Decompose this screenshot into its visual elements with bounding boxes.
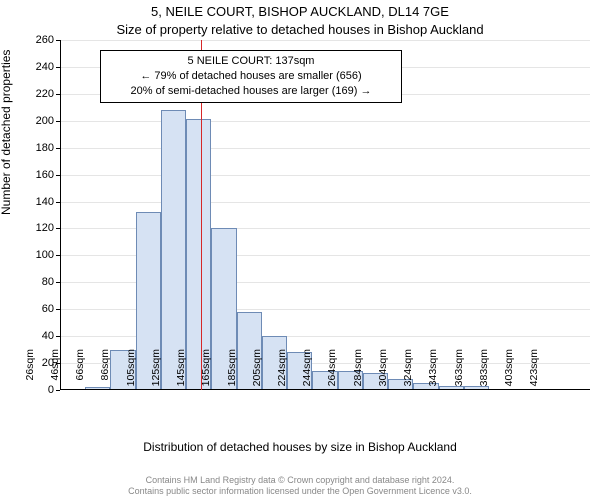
y-tick-label: 100 <box>36 249 54 261</box>
y-tick-label: 40 <box>42 330 54 342</box>
y-tick-label: 240 <box>36 61 54 73</box>
y-tick-label: 160 <box>36 169 54 181</box>
annotation-line3: 20% of semi-detached houses are larger (… <box>107 84 395 99</box>
x-tick-label: 66sqm <box>74 349 86 399</box>
x-tick-label: 125sqm <box>150 349 162 399</box>
chart-container: 5, NEILE COURT, BISHOP AUCKLAND, DL14 7G… <box>0 0 600 500</box>
chart-title-address: 5, NEILE COURT, BISHOP AUCKLAND, DL14 7G… <box>0 4 600 19</box>
x-tick-label: 205sqm <box>251 349 263 399</box>
x-tick-label: 224sqm <box>276 349 288 399</box>
x-tick-label: 363sqm <box>453 349 465 399</box>
x-tick-label: 145sqm <box>175 349 187 399</box>
y-axis-line <box>60 40 61 390</box>
y-tick-label: 200 <box>36 115 54 127</box>
y-tick-label: 80 <box>42 276 54 288</box>
x-tick-label: 264sqm <box>326 349 338 399</box>
y-tick-label: 120 <box>36 222 54 234</box>
x-tick-label: 343sqm <box>427 349 439 399</box>
x-tick-label: 304sqm <box>377 349 389 399</box>
x-tick-label: 324sqm <box>402 349 414 399</box>
x-tick-label: 105sqm <box>125 349 137 399</box>
x-tick-label: 244sqm <box>301 349 313 399</box>
y-tick-label: 220 <box>36 88 54 100</box>
x-tick-label: 284sqm <box>352 349 364 399</box>
x-tick-label: 26sqm <box>24 349 36 399</box>
x-tick-label: 383sqm <box>478 349 490 399</box>
x-tick-label: 46sqm <box>49 349 61 399</box>
x-tick-label: 185sqm <box>226 349 238 399</box>
footer-line2: Contains public sector information licen… <box>0 486 600 497</box>
chart-subtitle: Size of property relative to detached ho… <box>0 22 600 37</box>
y-tick-label: 60 <box>42 303 54 315</box>
annotation-line2: ← 79% of detached houses are smaller (65… <box>107 69 395 84</box>
footer-attribution: Contains HM Land Registry data © Crown c… <box>0 475 600 498</box>
y-tick-label: 260 <box>36 34 54 46</box>
y-tick-label: 180 <box>36 142 54 154</box>
x-tick-label: 423sqm <box>528 349 540 399</box>
histogram-bar <box>161 110 186 390</box>
y-axis-label: Number of detached properties <box>0 50 13 215</box>
x-tick-label: 403sqm <box>503 349 515 399</box>
x-tick-label: 86sqm <box>99 349 111 399</box>
annotation-line1: 5 NEILE COURT: 137sqm <box>107 54 395 69</box>
y-tick-label: 140 <box>36 196 54 208</box>
annotation-box: 5 NEILE COURT: 137sqm ← 79% of detached … <box>100 50 402 103</box>
x-axis-caption: Distribution of detached houses by size … <box>0 440 600 454</box>
footer-line1: Contains HM Land Registry data © Crown c… <box>0 475 600 486</box>
